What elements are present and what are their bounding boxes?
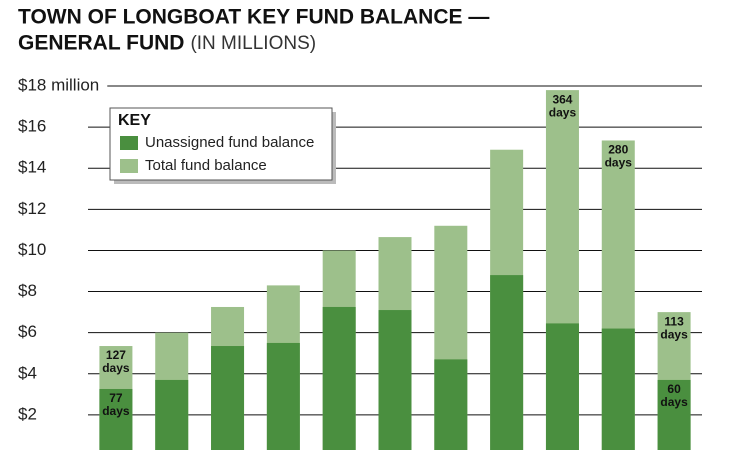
chart-title: TOWN OF LONGBOAT KEY FUND BALANCE — — [18, 6, 489, 29]
bar-annotation: days — [549, 105, 577, 119]
y-tick-label: $4 — [18, 363, 37, 382]
bar — [211, 346, 245, 450]
chart-title: GENERAL FUND — [18, 32, 184, 55]
y-tick-label: $16 — [18, 117, 46, 136]
bar-annotation: days — [102, 404, 130, 418]
bar-annotation: days — [605, 156, 633, 170]
bar-annotation: 113 — [664, 314, 684, 328]
bar-annotation: 60 — [667, 382, 681, 396]
bar — [155, 379, 189, 450]
bar-annotation: 364 — [552, 92, 572, 106]
bar — [322, 306, 356, 450]
legend-title: KEY — [118, 112, 151, 129]
bar — [657, 379, 691, 450]
chart-subtitle: (IN MILLIONS) — [190, 33, 316, 54]
bar-annotation: 77 — [109, 391, 123, 405]
legend: KEY Unassigned fund balance Total fund bal… — [109, 107, 336, 184]
y-tick-label: $2 — [18, 404, 37, 423]
y-tick-label: $12 — [18, 199, 46, 218]
y-tick-label: $8 — [18, 281, 37, 300]
plot: $2$4$6$8$10$12$14$16$18 million127days36… — [18, 75, 702, 450]
bar — [266, 342, 300, 450]
bar-annotation: 280 — [608, 143, 628, 157]
bar — [545, 323, 579, 450]
bar-annotation: 127 — [106, 348, 126, 362]
legend-box — [109, 107, 333, 181]
y-tick-label: $18 million — [18, 75, 99, 94]
legend-label: Total fund balance — [145, 157, 267, 174]
legend-swatch — [120, 136, 138, 150]
bar-annotation: days — [660, 395, 688, 409]
bar-annotation: days — [102, 361, 130, 375]
legend-label: Unassigned fund balance — [145, 134, 314, 151]
legend-swatch — [120, 159, 138, 173]
y-tick-label: $6 — [18, 322, 37, 341]
bar-annotation: days — [660, 327, 688, 341]
bar — [99, 388, 133, 450]
bar — [601, 328, 635, 450]
bar — [490, 275, 524, 450]
y-tick-label: $10 — [18, 240, 46, 259]
bar — [434, 359, 468, 450]
y-tick-label: $14 — [18, 158, 46, 177]
bar — [378, 310, 412, 450]
